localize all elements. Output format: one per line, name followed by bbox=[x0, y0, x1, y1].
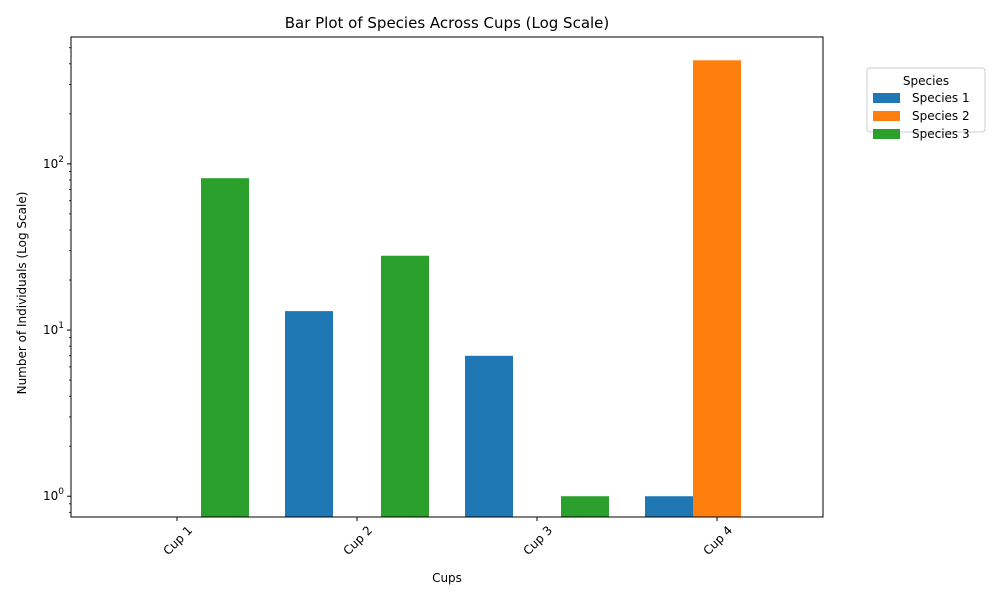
bar-species-1-cup-4 bbox=[645, 496, 693, 517]
legend-items: Species 1 Species 2 Species 3 bbox=[873, 91, 970, 141]
bar-species-2-cup-4 bbox=[693, 60, 741, 517]
x-axis-label: Cups bbox=[432, 571, 462, 585]
legend-entry-label: Species 3 bbox=[912, 127, 970, 141]
legend-entry-label: Species 1 bbox=[912, 91, 970, 105]
bar-species-1-cup-3 bbox=[465, 355, 513, 517]
legend-swatch bbox=[873, 111, 900, 121]
chart-title: Bar Plot of Species Across Cups (Log Sca… bbox=[285, 14, 610, 32]
plot-frame bbox=[70, 36, 824, 518]
legend-entry-label: Species 2 bbox=[912, 109, 970, 123]
bar-species-3-cup-1 bbox=[201, 178, 249, 517]
bar-species-3-cup-3 bbox=[561, 496, 609, 517]
legend-swatch bbox=[873, 129, 900, 139]
legend: Species Species 1 Species 2 Species 3 bbox=[866, 67, 986, 141]
bar-species-1-cup-2 bbox=[285, 311, 333, 517]
bar-species-3-cup-2 bbox=[381, 255, 429, 517]
legend-title: Species bbox=[903, 74, 949, 88]
y-axis-label: Number of Individuals (Log Scale) bbox=[15, 192, 29, 395]
legend-swatch bbox=[873, 93, 900, 103]
bars-layer bbox=[201, 60, 741, 517]
